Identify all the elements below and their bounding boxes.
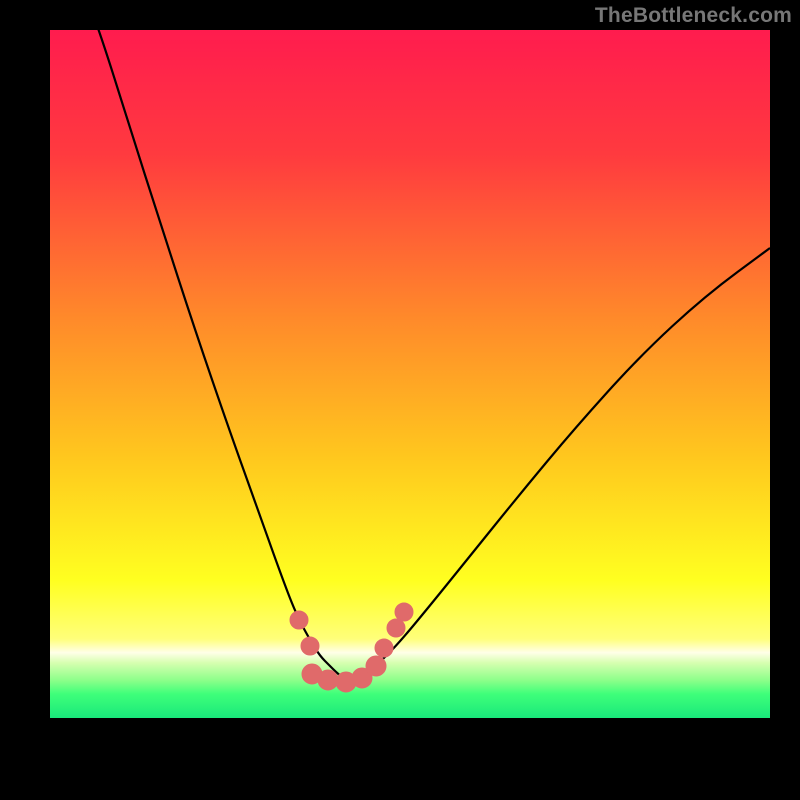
watermark-text: TheBottleneck.com — [595, 4, 792, 28]
stage: TheBottleneck.com — [0, 0, 800, 800]
data-dot — [387, 619, 405, 637]
data-dot — [366, 656, 386, 676]
data-dot — [290, 611, 308, 629]
chart-svg — [0, 0, 800, 800]
data-dot — [318, 670, 338, 690]
data-dot — [395, 603, 413, 621]
data-dot — [301, 637, 319, 655]
data-dot — [375, 639, 393, 657]
